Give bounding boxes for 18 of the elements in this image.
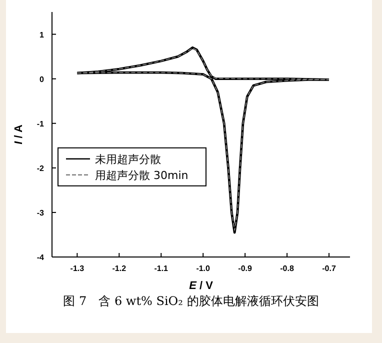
x-axis-title: E / V	[189, 280, 214, 292]
y-tick-label: 1	[40, 30, 45, 40]
x-tick-label: -1.2	[112, 264, 127, 273]
x-tick-label: -0.7	[322, 264, 336, 273]
y-tick-label: -1	[36, 119, 45, 128]
caption: 图 7 含 6 wt% SiO₂ 的胶体电解液循环伏安图	[63, 294, 319, 308]
y-tick-label: -2	[36, 164, 45, 173]
legend-label: 未用超声分散	[95, 152, 161, 166]
y-tick-label: -4	[36, 253, 45, 262]
legend-label: 用超声分散 30min	[95, 168, 188, 182]
x-tick-label: -1.3	[70, 264, 85, 273]
y-tick-label: -3	[36, 208, 45, 218]
x-tick-label: -1.1	[154, 264, 169, 273]
x-tick-label: -0.8	[280, 264, 294, 273]
y-tick-label: 0	[40, 74, 45, 84]
x-tick-label: -1.0	[196, 264, 211, 273]
x-tick-label: -0.9	[238, 264, 253, 273]
y-axis-title: I / A	[13, 124, 25, 144]
